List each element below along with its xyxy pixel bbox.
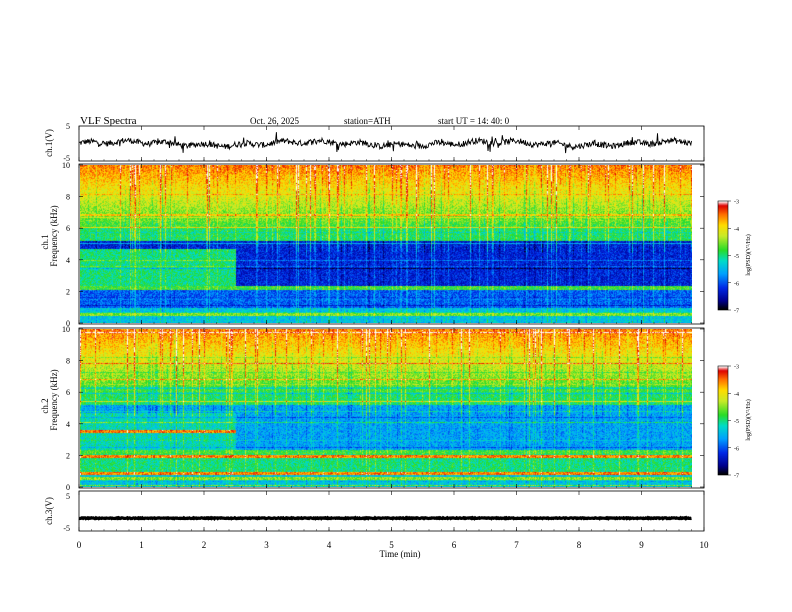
- y-tick-label: 4: [66, 420, 70, 429]
- y-tick-label: 10: [62, 161, 70, 170]
- colorbar-tick-label: -6: [734, 281, 739, 287]
- colorbar-tick-label: -5: [734, 254, 739, 260]
- ch1-colorbar-ticks: -3 -4 -5 -6 -7: [728, 200, 739, 315]
- ch2-spectrogram-image: [80, 329, 692, 487]
- ch1-ylabel: ch.1(V): [44, 129, 54, 157]
- x-tick-label: 2: [202, 540, 207, 550]
- colorbar-tick-label: -4: [734, 227, 739, 233]
- ch1-spec-ylabel: Frequency (kHz): [49, 205, 59, 266]
- colorbar-tick-label: -6: [734, 446, 739, 452]
- ch1-spectrogram-image: [80, 165, 692, 323]
- ch1-ytick-bottom: -5: [63, 154, 70, 163]
- ch3-ytick-bottom: -5: [63, 524, 70, 533]
- ch2-colorbar-ticks: -3 -4 -5 -6 -7: [728, 365, 739, 480]
- ch2-colorbar: -3 -4 -5 -6 -7 log(PSD)(V²/Hz): [717, 365, 752, 480]
- y-tick-label: 2: [66, 287, 70, 296]
- x-tick-label: 7: [514, 540, 519, 550]
- x-tick-label: 1: [139, 540, 144, 550]
- ch2-spec-channel-label: ch.2: [40, 398, 50, 413]
- x-tick-label: 9: [639, 540, 644, 550]
- ch3-waveform: [78, 515, 692, 522]
- y-tick-label: 4: [66, 256, 70, 265]
- x-tick-label: 5: [389, 540, 394, 550]
- x-tick-label: 6: [452, 540, 457, 550]
- figure-title: VLF Spectra: [80, 115, 137, 127]
- ch2-spectrogram-panel: 0 2 4 6 8 10 Frequency (kHz) ch.2: [40, 325, 705, 492]
- station-label: station=ATH: [344, 116, 391, 126]
- ch1-colorbar-label: log(PSD)(V²/Hz): [745, 234, 752, 275]
- x-tick-label: 8: [577, 540, 582, 550]
- ch3-ytick-top: 5: [66, 492, 70, 501]
- start-ut-label: start UT = 14: 40: 0: [438, 116, 510, 126]
- y-tick-label: 0: [66, 319, 70, 328]
- ch1-colorbar: -3 -4 -5 -6 -7 log(PSD)(V²/Hz): [717, 200, 752, 315]
- ch1-spec-yticks: 0 2 4 6 8 10: [62, 161, 704, 328]
- waveform-trace: [78, 515, 692, 522]
- ch2-colorbar-image: [718, 366, 728, 475]
- y-tick-label: 6: [66, 388, 70, 397]
- ch3-panel-frame: [78, 490, 705, 532]
- x-axis-label: Time (min): [380, 549, 421, 559]
- y-tick-label: 10: [62, 325, 70, 334]
- ch3-ylabel: ch.3(V): [44, 497, 54, 525]
- ch1-spec-channel-label: ch.1: [40, 234, 50, 249]
- y-tick-label: 2: [66, 451, 70, 460]
- time-axis: 0 1 2 3 4 5 6 7 8 9 10: [77, 126, 709, 550]
- ch2-spec-ylabel: Frequency (kHz): [49, 369, 59, 430]
- x-tick-label: 0: [77, 540, 82, 550]
- ch1-colorbar-image: [718, 201, 728, 310]
- colorbar-tick-label: -7: [734, 474, 739, 480]
- x-tick-label: 3: [264, 540, 269, 550]
- x-tick-label: 10: [700, 540, 710, 550]
- y-tick-label: 8: [66, 193, 70, 202]
- y-tick-label: 0: [66, 483, 70, 492]
- ch2-colorbar-label: log(PSD)(V²/Hz): [745, 399, 752, 440]
- ch1-waveform: [78, 132, 692, 154]
- colorbar-tick-label: -7: [734, 309, 739, 315]
- ch1-ytick-top: 5: [66, 122, 70, 131]
- ch1-waveform-panel: 5 -5 ch.1(V): [44, 122, 705, 163]
- x-tick-label: 4: [327, 540, 332, 550]
- ch2-spec-yticks: 0 2 4 6 8 10: [62, 325, 704, 492]
- colorbar-tick-label: -3: [734, 365, 739, 371]
- date-label: Oct. 26, 2025: [250, 116, 299, 126]
- colorbar-tick-label: -5: [734, 419, 739, 425]
- colorbar-tick-label: -3: [734, 200, 739, 206]
- ch1-spectrogram-panel: 0 2 4 6 8 10 Frequency (kHz) ch.1: [40, 161, 705, 328]
- colorbar-tick-label: -4: [734, 392, 739, 398]
- ch3-waveform-panel: 5 -5 ch.3(V): [44, 490, 705, 533]
- y-tick-label: 8: [66, 357, 70, 366]
- y-tick-label: 6: [66, 224, 70, 233]
- waveform-trace: [78, 132, 692, 154]
